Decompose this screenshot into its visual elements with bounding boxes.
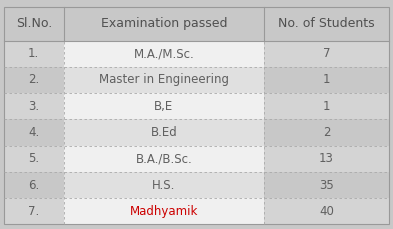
Text: H.S.: H.S.	[152, 179, 175, 191]
Text: B,E: B,E	[154, 100, 173, 113]
Text: Master in Engineering: Master in Engineering	[99, 74, 229, 87]
Bar	[264, 41, 389, 67]
Text: 2.: 2.	[28, 74, 39, 87]
Bar	[4, 41, 64, 67]
Text: B.A./B.Sc.: B.A./B.Sc.	[135, 152, 192, 165]
Bar	[4, 7, 389, 41]
Text: B.Ed: B.Ed	[151, 126, 177, 139]
Bar	[264, 172, 389, 198]
Text: 6.: 6.	[28, 179, 39, 191]
Text: 1: 1	[323, 100, 330, 113]
Text: Sl.No.: Sl.No.	[16, 17, 52, 30]
Text: 5.: 5.	[28, 152, 39, 165]
Bar	[4, 198, 64, 224]
Text: 3.: 3.	[28, 100, 39, 113]
Text: 7: 7	[323, 47, 330, 60]
Bar	[64, 93, 264, 119]
Text: Examination passed: Examination passed	[101, 17, 227, 30]
Bar	[264, 93, 389, 119]
Bar	[64, 41, 264, 67]
Text: M.A./M.Sc.: M.A./M.Sc.	[133, 47, 194, 60]
Text: 7.: 7.	[28, 205, 39, 218]
Bar	[4, 172, 64, 198]
Bar	[4, 119, 64, 146]
Text: 1.: 1.	[28, 47, 39, 60]
Bar	[4, 67, 64, 93]
Bar	[64, 67, 264, 93]
Text: 4.: 4.	[28, 126, 39, 139]
Bar	[64, 119, 264, 146]
Bar	[264, 119, 389, 146]
Text: Madhyamik: Madhyamik	[130, 205, 198, 218]
Text: 35: 35	[319, 179, 334, 191]
Text: No. of Students: No. of Students	[278, 17, 375, 30]
Bar	[64, 146, 264, 172]
Bar	[264, 67, 389, 93]
Text: 13: 13	[319, 152, 334, 165]
Bar	[264, 198, 389, 224]
Text: 2: 2	[323, 126, 330, 139]
Text: 40: 40	[319, 205, 334, 218]
Bar	[64, 172, 264, 198]
Text: 1: 1	[323, 74, 330, 87]
Bar	[4, 146, 64, 172]
Bar	[4, 93, 64, 119]
Bar	[264, 146, 389, 172]
Bar	[64, 198, 264, 224]
